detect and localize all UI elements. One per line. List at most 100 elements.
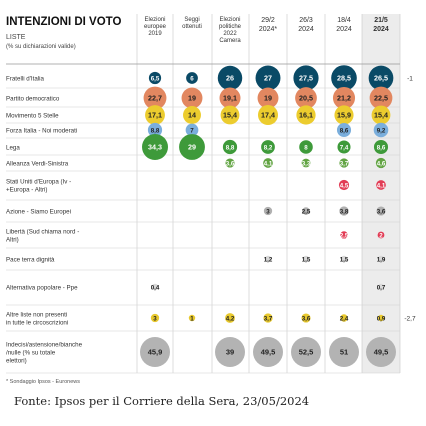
value-bubble [295, 87, 317, 109]
value-label: 45,9 [148, 347, 163, 356]
value-bubble [181, 87, 203, 109]
value-label: 22,7 [148, 93, 162, 102]
value-bubble [332, 86, 356, 110]
column-header-label: 26/3 [299, 17, 313, 24]
row-label: /nulle (% su totale [6, 350, 56, 357]
value-label: 0,7 [377, 284, 386, 291]
value-bubble [151, 283, 159, 291]
value-label: 1,9 [377, 256, 386, 263]
value-label: 20,5 [299, 93, 313, 102]
difference-label: -2,7 [404, 315, 416, 322]
value-bubble [373, 122, 389, 138]
value-label: 34,3 [148, 142, 162, 151]
value-label: 9,2 [377, 127, 386, 134]
column-header-label: Seggi [184, 17, 199, 23]
value-bubble [225, 313, 235, 323]
row-label: Alleanza Verdi-Sinistra [6, 161, 69, 168]
value-bubble [257, 104, 279, 126]
value-label: 1,2 [264, 256, 273, 263]
value-label: 3,3 [302, 160, 311, 167]
value-label: 2 [379, 232, 383, 239]
value-bubble [339, 158, 349, 168]
value-bubble [375, 157, 387, 169]
value-label: 21,2 [337, 93, 351, 102]
value-bubble [142, 134, 168, 160]
value-label: 52,5 [299, 347, 314, 356]
chart-subtitle: LISTE [6, 34, 26, 41]
column-header-label: 2024* [259, 26, 278, 33]
column-header-label: europee [144, 24, 167, 30]
value-label: 15,9 [337, 110, 351, 119]
value-bubble [339, 206, 349, 216]
value-bubble [302, 207, 310, 215]
chart-footnote: * Sondaggio Ipsos - Euronews [6, 379, 80, 385]
value-bubble [302, 255, 310, 263]
column-header-label: Camera [219, 38, 241, 44]
value-label: 1 [190, 315, 194, 322]
column-header-label: 21/5 [374, 17, 388, 24]
value-bubble [222, 139, 238, 155]
value-bubble [301, 158, 311, 168]
value-label: 3,6 [226, 160, 235, 167]
source-caption: Fonte: Ipsos per il Corriere della Sera,… [14, 394, 310, 408]
row-label: elettori) [6, 358, 27, 365]
value-label: 28,5 [337, 73, 351, 82]
row-label: in tutte le circoscrizioni [6, 320, 68, 327]
value-bubble [371, 105, 391, 125]
value-bubble [340, 314, 348, 322]
value-label: 8,6 [377, 144, 386, 151]
value-bubble [147, 122, 163, 138]
value-bubble [261, 140, 275, 154]
value-bubble [263, 313, 273, 323]
value-bubble [376, 206, 386, 216]
row-label: Forza Italia - Noi moderati [6, 128, 77, 135]
value-label: 17,1 [148, 110, 162, 119]
value-label: 8 [304, 144, 308, 151]
value-label: 17,4 [261, 110, 275, 119]
value-label: 6 [190, 75, 194, 82]
chart-title: INTENZIONI DI VOTO [6, 16, 121, 28]
value-label: 7,4 [340, 144, 349, 151]
value-label: 3,6 [302, 315, 311, 322]
row-label: Altri) [6, 237, 19, 244]
value-bubble [368, 65, 394, 91]
value-bubble [377, 283, 385, 291]
value-bubble [225, 158, 235, 168]
value-bubble [377, 231, 385, 239]
column-header-label: 2024 [373, 26, 389, 33]
value-label: 6,5 [151, 75, 160, 82]
value-label: 3,6 [377, 208, 386, 215]
value-label: 0,9 [377, 315, 386, 322]
value-bubble [301, 313, 311, 323]
value-label: 4,5 [340, 182, 349, 189]
row-label: Altre liste non presenti [6, 312, 67, 319]
value-label: 7 [190, 127, 194, 134]
value-label: 8,8 [226, 144, 235, 151]
value-bubble [373, 139, 389, 155]
column-header-label: 29/2 [261, 17, 275, 24]
value-bubble [148, 71, 162, 85]
value-label: 4,6 [377, 160, 386, 167]
value-bubble [255, 65, 281, 91]
value-label: 2,5 [340, 232, 349, 239]
column-header-label: Elezioni [144, 17, 165, 23]
value-bubble [340, 255, 348, 263]
value-label: 19 [264, 93, 272, 102]
value-bubble [145, 105, 165, 125]
value-label: 3 [153, 315, 157, 322]
row-label: Fratelli d'Italia [6, 76, 45, 83]
row-label: Lega [6, 145, 20, 152]
row-label: Partito democratico [6, 96, 60, 103]
value-bubble [338, 179, 350, 191]
value-label: 4,1 [377, 182, 386, 189]
value-label: 51 [340, 347, 348, 356]
row-label: Pace terra dignità [6, 257, 55, 264]
value-bubble [331, 65, 357, 91]
column-header-label: Elezioni [219, 17, 240, 23]
value-label: 39 [226, 347, 234, 356]
column-header-label: 2024 [298, 26, 314, 33]
value-label: 16,1 [299, 110, 313, 119]
value-label: 49,5 [374, 347, 389, 356]
value-label: 22,5 [374, 93, 388, 102]
value-label: 8,8 [151, 127, 160, 134]
